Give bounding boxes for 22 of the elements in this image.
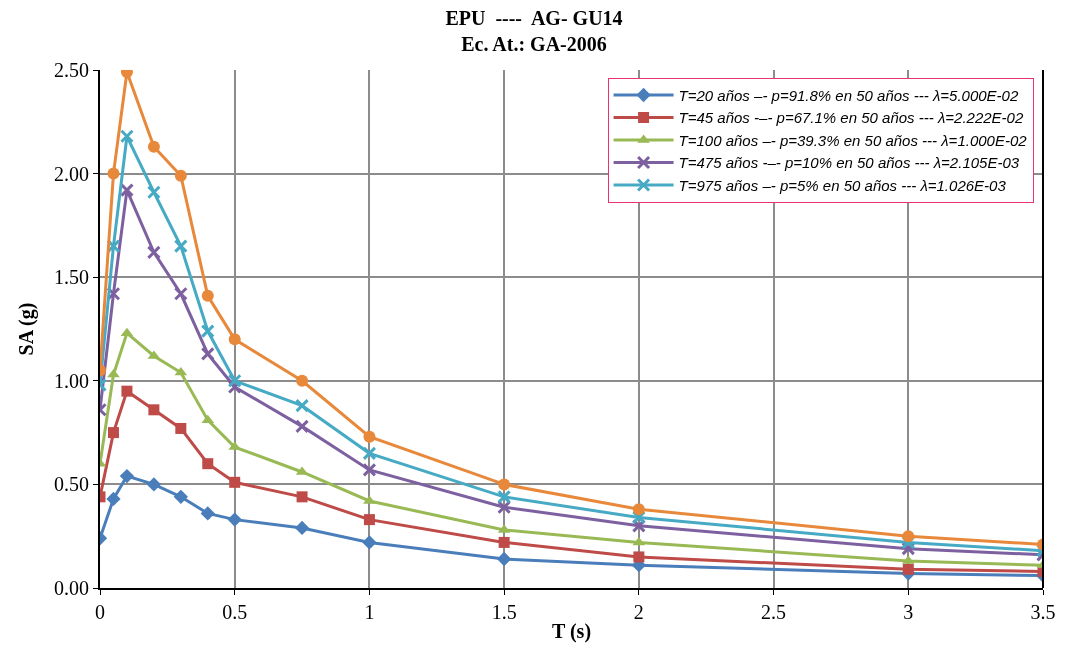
- legend-label: T=100 años –- p=39.3% en 50 años --- λ=1.000E-02: [678, 131, 1028, 149]
- x-tick-label: 3.5: [1030, 601, 1056, 623]
- y-tick-label: 1.50: [54, 266, 89, 289]
- x-tick-label: 2: [633, 601, 644, 623]
- legend-label: T=20 años –- p=91.8% en 50 años --- λ=5.000E-02: [678, 86, 1019, 104]
- x-tick-label: 1: [364, 601, 375, 623]
- x-tick-label: 3: [903, 601, 914, 623]
- y-tick-label: 0.00: [54, 577, 89, 599]
- chart-title: EPU ---- AG- GU14 Ec. At.: GA-2006: [445, 6, 623, 55]
- x-tick-label: 0.5: [222, 601, 248, 623]
- y-tick-label: 2.50: [54, 59, 89, 81]
- x-axis-title: T (s): [551, 620, 592, 643]
- x-tick-label: 2.5: [761, 601, 787, 623]
- x-tick-label: 0: [95, 601, 105, 623]
- y-tick-label: 1.00: [54, 369, 89, 392]
- y-tick-label: 2.00: [54, 162, 89, 185]
- legend-label: T=475 años -–- p=10% en 50 años --- λ=2.105E-03: [678, 154, 1020, 172]
- legend-label: T=45 años -–- p=67.1% en 50 años --- λ=2.222E-02: [678, 109, 1024, 127]
- legend-label: T=975 años –- p=5% en 50 años --- λ=1.026E-03: [678, 176, 1007, 194]
- y-tick-label: 0.50: [54, 473, 89, 496]
- y-axis-title: SA (g): [15, 302, 38, 356]
- x-tick-label: 1.5: [491, 601, 517, 623]
